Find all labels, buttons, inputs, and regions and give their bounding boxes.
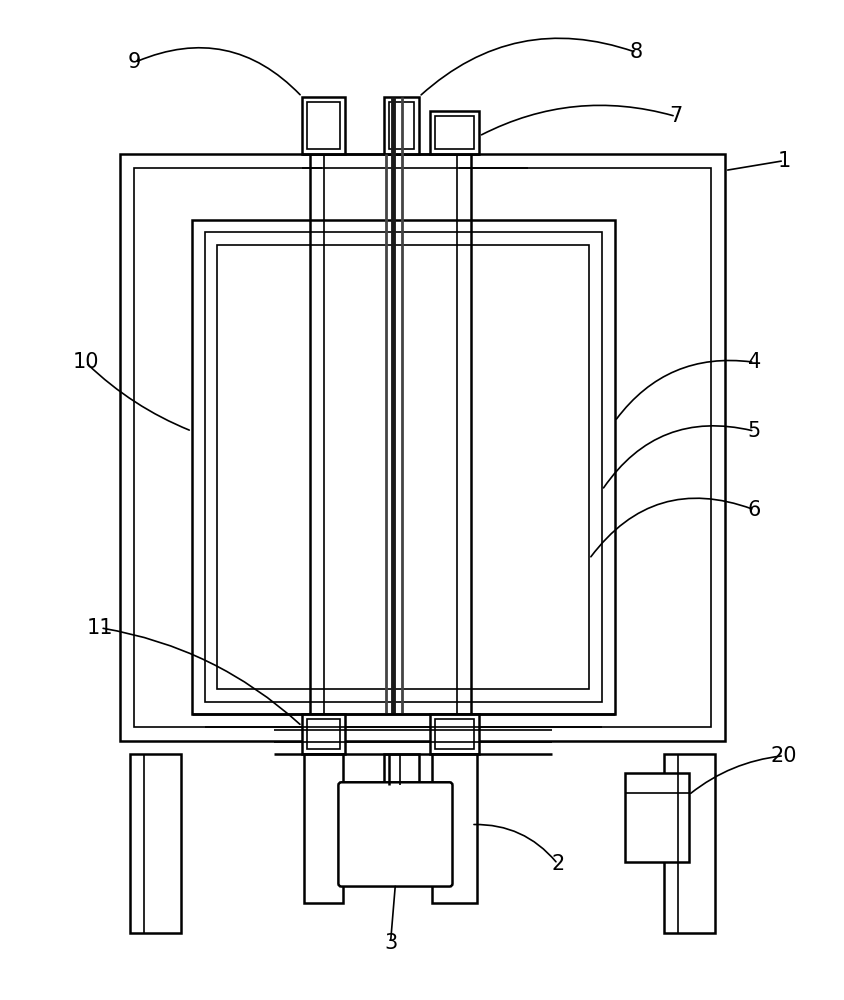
Text: 2: 2 bbox=[550, 854, 564, 874]
Bar bbox=[383, 754, 419, 854]
Bar bbox=[435, 719, 473, 749]
Bar bbox=[351, 795, 439, 874]
Bar bbox=[388, 102, 414, 149]
Bar bbox=[133, 168, 711, 727]
Text: 20: 20 bbox=[770, 746, 796, 766]
FancyBboxPatch shape bbox=[338, 782, 452, 887]
Text: 9: 9 bbox=[128, 52, 141, 72]
Bar bbox=[301, 714, 345, 754]
Text: 1: 1 bbox=[776, 151, 790, 171]
Bar bbox=[435, 116, 473, 149]
Bar bbox=[430, 714, 479, 754]
Bar bbox=[304, 754, 343, 903]
Bar bbox=[430, 111, 479, 154]
Bar bbox=[383, 97, 419, 154]
Text: 11: 11 bbox=[87, 618, 113, 638]
Bar bbox=[306, 719, 340, 749]
Text: 10: 10 bbox=[73, 352, 99, 372]
Bar bbox=[204, 232, 601, 702]
Bar bbox=[301, 97, 345, 154]
Text: 8: 8 bbox=[629, 42, 642, 62]
Bar bbox=[624, 773, 688, 862]
Bar bbox=[130, 754, 181, 933]
Bar bbox=[431, 754, 477, 903]
Text: 6: 6 bbox=[747, 500, 760, 520]
Text: 3: 3 bbox=[383, 933, 397, 953]
Text: 4: 4 bbox=[747, 352, 760, 372]
Bar bbox=[306, 102, 340, 149]
Bar bbox=[120, 154, 724, 741]
Bar bbox=[217, 245, 588, 689]
Text: 7: 7 bbox=[668, 106, 682, 126]
Bar bbox=[192, 220, 614, 714]
Text: 5: 5 bbox=[747, 421, 760, 441]
Bar bbox=[663, 754, 714, 933]
